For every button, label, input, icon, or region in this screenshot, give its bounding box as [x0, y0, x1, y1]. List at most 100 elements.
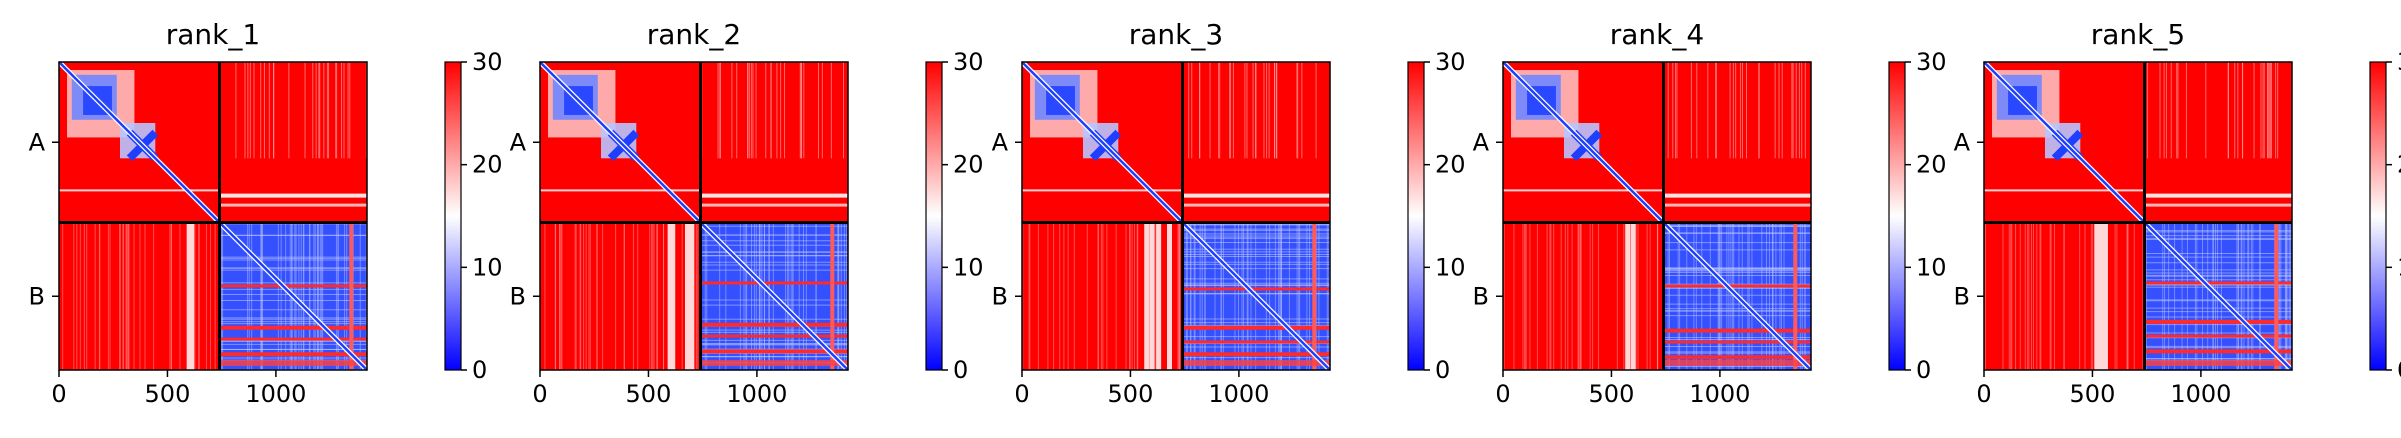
y-tick-label: B — [1473, 282, 1489, 310]
b-red-band — [2144, 319, 2292, 324]
y-tick-label: B — [992, 282, 1008, 310]
y-tick-label: A — [992, 128, 1009, 156]
y-tick-label: B — [29, 282, 45, 310]
heatmap-panel-1: rank_1 0 500 1000 A B 0 10 20 30 — [29, 18, 503, 408]
colorbar-tick-label: 30 — [2397, 48, 2401, 76]
b-red-col — [2274, 222, 2279, 370]
cross-chain-stripe — [670, 222, 676, 370]
diagonal-line — [58, 61, 368, 371]
b-red-col — [349, 222, 354, 370]
b-red-band — [1663, 340, 1811, 344]
cross-chain-stripe — [1625, 222, 1631, 370]
colorbar-tick-label: 10 — [2397, 253, 2401, 281]
heatmap-panel-4: rank_4 0 500 1000 A B 0 10 20 30 — [1473, 18, 1947, 408]
x-tick-label: 0 — [1014, 380, 1029, 408]
x-tick-label: 1000 — [1208, 380, 1269, 408]
x-tick-label: 500 — [626, 380, 672, 408]
panel-title: rank_1 — [166, 18, 260, 51]
colorbar-tick-label: 20 — [953, 151, 984, 179]
ab-band — [2144, 203, 2292, 207]
colorbar — [926, 62, 942, 370]
b-red-band — [1182, 352, 1330, 357]
x-tick-label: 1000 — [726, 380, 787, 408]
axes-frame — [1021, 61, 1331, 371]
cross-chain-stripe — [1630, 222, 1636, 370]
colorbar-tick-label: 0 — [953, 356, 968, 384]
colorbar-tick-label: 0 — [472, 356, 487, 384]
panel-title: rank_2 — [647, 18, 741, 51]
colorbar — [2370, 62, 2386, 370]
ab-band — [2144, 193, 2292, 198]
cross-chain-stripe — [2098, 222, 2104, 370]
b-bottom-band — [1182, 360, 1330, 366]
colorbar-tick-label: 30 — [1435, 48, 1466, 76]
colorbar-tick-label: 20 — [2397, 151, 2401, 179]
b-red-band — [700, 334, 848, 338]
cross-chain-stripe — [689, 222, 695, 370]
cross-chain-stripe — [1156, 222, 1162, 370]
y-tick-label: A — [510, 128, 527, 156]
x-tick-label: 0 — [532, 380, 547, 408]
heatmap-panel-5: rank_5 0 500 1000 A B 0 10 20 30 — [1954, 18, 2401, 408]
x-tick-label: 0 — [1976, 380, 1991, 408]
axes-frame — [1502, 61, 1812, 371]
cross-chain-stripe — [1149, 222, 1155, 370]
cross-chain-stripe — [667, 222, 673, 370]
heatmap-panel-2: rank_2 0 500 1000 A B 0 10 20 30 — [510, 18, 984, 408]
colorbar-tick-label: 0 — [2397, 356, 2401, 384]
b-red-band — [700, 322, 848, 327]
cross-chain-stripe — [1144, 222, 1150, 370]
b-red-band — [219, 352, 367, 357]
panel-title: rank_5 — [2091, 18, 2185, 51]
colorbar-tick-label: 30 — [1916, 48, 1947, 76]
diagonal-line — [1021, 61, 1331, 371]
b-red-band — [1182, 340, 1330, 344]
cross-chain-stripe — [684, 222, 690, 370]
heatmap-panel-3: rank_3 0 500 1000 A B 0 10 20 30 — [992, 18, 1466, 408]
b-red-band — [219, 325, 367, 330]
colorbar-tick-label: 20 — [472, 151, 503, 179]
y-tick-label: A — [1473, 128, 1490, 156]
colorbar-tick-label: 30 — [472, 48, 503, 76]
x-tick-label: 0 — [1495, 380, 1510, 408]
b-red-col — [830, 222, 835, 370]
colorbar-frame — [1888, 61, 1906, 371]
ab-band — [1663, 193, 1811, 198]
x-tick-label: 500 — [1108, 380, 1154, 408]
x-tick-label: 500 — [145, 380, 191, 408]
colorbar-tick-label: 10 — [1435, 253, 1466, 281]
ab-band — [1182, 203, 1330, 207]
diagonal-line — [539, 61, 849, 371]
panel-title: rank_4 — [1610, 18, 1704, 51]
x-tick-label: 1000 — [2170, 380, 2231, 408]
colorbar-tick-label: 10 — [1916, 253, 1947, 281]
y-tick-label: B — [510, 282, 526, 310]
colorbar-tick-label: 20 — [1916, 151, 1947, 179]
b-red-col — [1312, 222, 1317, 370]
colorbar-frame — [925, 61, 943, 371]
cross-chain-stripe — [2102, 222, 2108, 370]
ab-band — [219, 203, 367, 207]
diagonal-line — [1502, 61, 1812, 371]
colorbar-frame — [2369, 61, 2387, 371]
b-red-band — [219, 337, 367, 341]
cross-chain-stripe — [1166, 222, 1172, 370]
b-red-band — [1663, 328, 1811, 333]
b-red-col — [1793, 222, 1798, 370]
colorbar-tick-label: 0 — [1435, 356, 1450, 384]
colorbar-tick-label: 30 — [953, 48, 984, 76]
b-red-band — [2144, 334, 2292, 338]
x-tick-label: 1000 — [245, 380, 306, 408]
panel-title: rank_3 — [1129, 18, 1223, 51]
b-red-band — [219, 284, 367, 288]
ab-band — [1663, 203, 1811, 207]
b-bottom-band — [700, 360, 848, 366]
colorbar-tick-label: 10 — [953, 253, 984, 281]
colorbar — [445, 62, 461, 370]
colorbar-tick-label: 10 — [472, 253, 503, 281]
ab-band — [219, 193, 367, 198]
x-tick-label: 500 — [2070, 380, 2116, 408]
b-red-band — [2144, 281, 2292, 285]
x-tick-label: 1000 — [1689, 380, 1750, 408]
